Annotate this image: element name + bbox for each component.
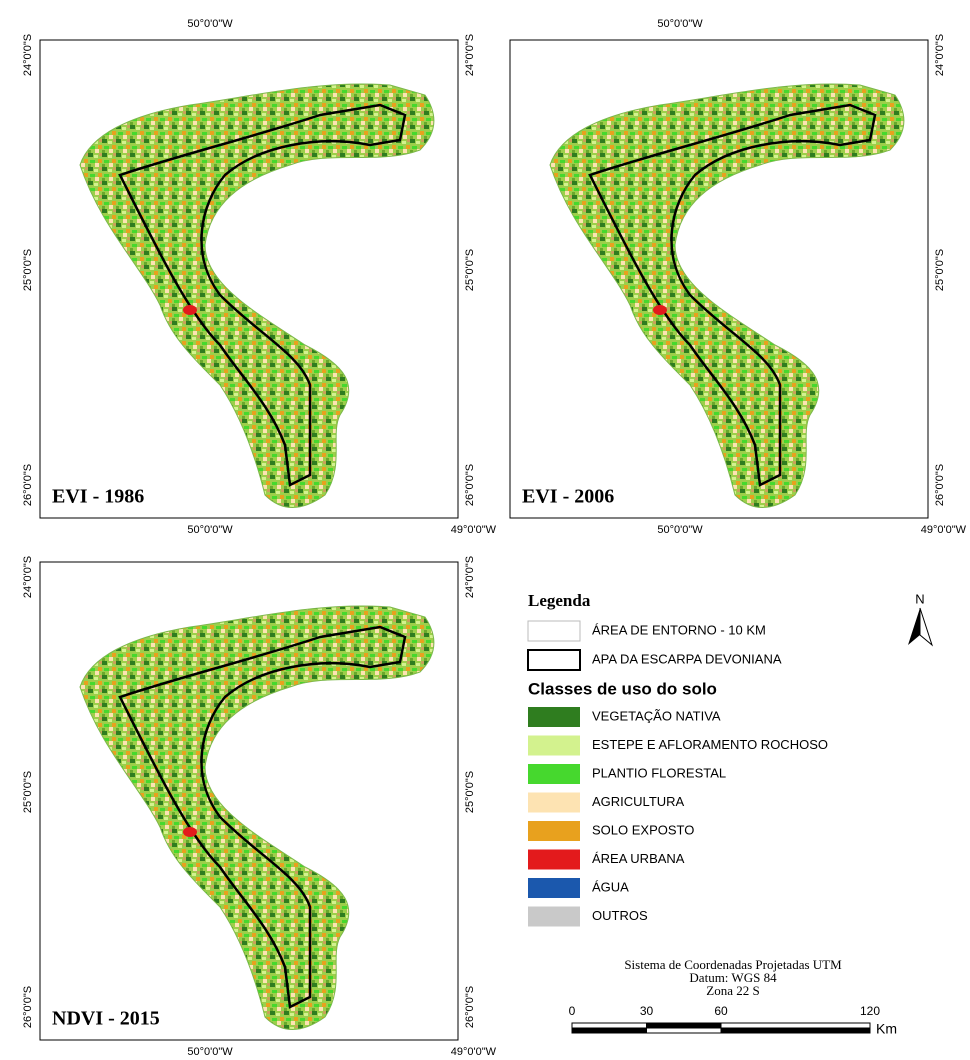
map-figure: EVI - 1986 50°0'0"W 50°0'0"W 49°0'0"W 24°0'0… [0, 0, 970, 1060]
projection-text: Zona 22 S [706, 983, 759, 998]
lat-label: 26°0'0"S [22, 464, 34, 506]
lon-label: 49°0'0"W [451, 524, 497, 536]
legend-swatch [528, 850, 580, 870]
lat-label: 24°0'0"S [22, 556, 34, 598]
scale-segment [572, 1028, 647, 1033]
scale-segment [647, 1028, 722, 1033]
legend-label: ESTEPE E AFLORAMENTO ROCHOSO [592, 737, 828, 752]
north-label: N [915, 591, 924, 606]
legend-swatch [528, 793, 580, 813]
legend-swatch [528, 736, 580, 756]
lat-label: 24°0'0"S [464, 34, 476, 76]
legend-swatch [528, 821, 580, 841]
north-arrow [920, 608, 932, 645]
legend-boundary: APA DA ESCARPA DEVONIANA [592, 651, 782, 666]
lat-label: 24°0'0"S [934, 34, 946, 76]
legend-label: SOLO EXPOSTO [592, 822, 694, 837]
scale-tick-label: 120 [860, 1004, 880, 1018]
scale-unit: Km [876, 1021, 897, 1037]
lat-label: 25°0'0"S [934, 249, 946, 291]
lon-label: 50°0'0"W [187, 524, 233, 536]
legend-swatch [528, 707, 580, 727]
scale-segment [721, 1023, 870, 1028]
legend-buffer: ÁREA DE ENTORNO - 10 KM [592, 622, 766, 637]
lon-label: 50°0'0"W [187, 1046, 233, 1058]
legend-swatch [528, 907, 580, 927]
lat-label: 25°0'0"S [22, 249, 34, 291]
legend-classes-title: Classes de uso do solo [528, 679, 717, 698]
lat-label: 24°0'0"S [22, 34, 34, 76]
panel-label: EVI - 1986 [52, 486, 144, 508]
lat-label: 25°0'0"S [22, 771, 34, 813]
lat-label: 25°0'0"S [464, 249, 476, 291]
lat-label: 25°0'0"S [464, 771, 476, 813]
lat-label: 26°0'0"S [934, 464, 946, 506]
lat-label: 26°0'0"S [22, 986, 34, 1028]
legend-label: AGRICULTURA [592, 794, 685, 809]
lon-label: 50°0'0"W [187, 18, 233, 30]
legend-label: PLANTIO FLORESTAL [592, 765, 726, 780]
lon-label: 50°0'0"W [657, 18, 703, 30]
legend-label: OUTROS [592, 908, 648, 923]
lat-label: 26°0'0"S [464, 464, 476, 506]
legend-label: ÁREA URBANA [592, 851, 685, 866]
panel-label: EVI - 2006 [522, 486, 614, 508]
legend-buffer-swatch [528, 621, 580, 641]
lon-label: 49°0'0"W [451, 1046, 497, 1058]
scale-segment [647, 1023, 722, 1028]
scale-tick-label: 30 [640, 1004, 654, 1018]
north-arrow [908, 608, 920, 645]
panel-label: NDVI - 2015 [52, 1008, 160, 1030]
scale-tick-label: 0 [569, 1004, 576, 1018]
legend-label: VEGETAÇÃO NATIVA [592, 708, 721, 723]
lat-label: 24°0'0"S [464, 556, 476, 598]
legend-label: ÁGUA [592, 879, 629, 894]
lat-label: 26°0'0"S [464, 986, 476, 1028]
lon-label: 50°0'0"W [657, 524, 703, 536]
lon-label: 49°0'0"W [921, 524, 967, 536]
legend-title: Legenda [528, 591, 591, 610]
legend-swatch [528, 878, 580, 898]
legend-swatch [528, 764, 580, 784]
scale-tick-label: 60 [714, 1004, 728, 1018]
legend-boundary-swatch [528, 650, 580, 670]
scale-segment [572, 1023, 647, 1028]
scale-segment [721, 1028, 870, 1033]
